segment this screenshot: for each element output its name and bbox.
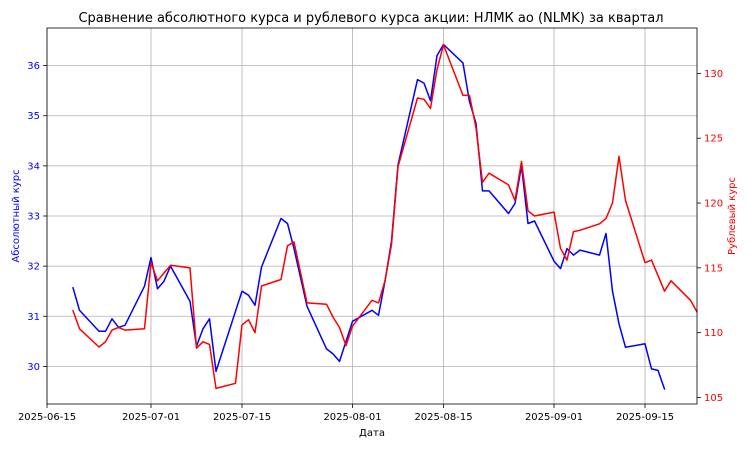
x-tick-label: 2025-09-15 xyxy=(616,412,674,423)
grid xyxy=(46,28,697,404)
y-right-tick-label: 125 xyxy=(704,134,723,145)
y-left-tick-label: 32 xyxy=(27,262,40,273)
chart-title: Сравнение абсолютного курса и рублевого … xyxy=(78,11,663,26)
y-right-tick-label: 115 xyxy=(704,263,723,274)
series-lines xyxy=(72,43,698,390)
series-line-ruble xyxy=(72,44,698,390)
y-right-tick-label: 120 xyxy=(704,199,723,210)
y-right-tick-label: 105 xyxy=(704,393,723,404)
y-axis-right: 105 110 115 120 125 130 xyxy=(697,69,723,404)
y-left-tick-label: 33 xyxy=(27,212,40,223)
y-left-tick-label: 31 xyxy=(27,312,40,323)
y-axis-right-label: Рублевый курс xyxy=(727,177,738,255)
y-left-tick-label: 35 xyxy=(27,111,40,122)
y-left-tick-label: 30 xyxy=(27,362,40,373)
x-axis-label: Дата xyxy=(359,428,385,439)
x-axis: 2025-06-15 2025-07-01 2025-07-15 2025-08-01… xyxy=(18,404,674,423)
x-tick-label: 2025-06-15 xyxy=(18,412,76,423)
x-tick-label: 2025-08-01 xyxy=(323,412,381,423)
series-line-absolute xyxy=(72,43,666,390)
x-tick-label: 2025-07-15 xyxy=(213,412,271,423)
y-right-tick-label: 130 xyxy=(704,69,723,80)
y-axis-left-label: Абсолютный курс xyxy=(11,169,22,262)
y-left-tick-label: 34 xyxy=(27,161,40,172)
y-left-tick-label: 36 xyxy=(27,61,40,72)
x-tick-label: 2025-08-15 xyxy=(414,412,472,423)
x-tick-label: 2025-09-01 xyxy=(525,412,583,423)
y-right-tick-label: 110 xyxy=(704,328,723,339)
x-tick-label: 2025-07-01 xyxy=(122,412,180,423)
y-axis-left: 30 31 32 33 34 35 36 xyxy=(27,61,47,373)
